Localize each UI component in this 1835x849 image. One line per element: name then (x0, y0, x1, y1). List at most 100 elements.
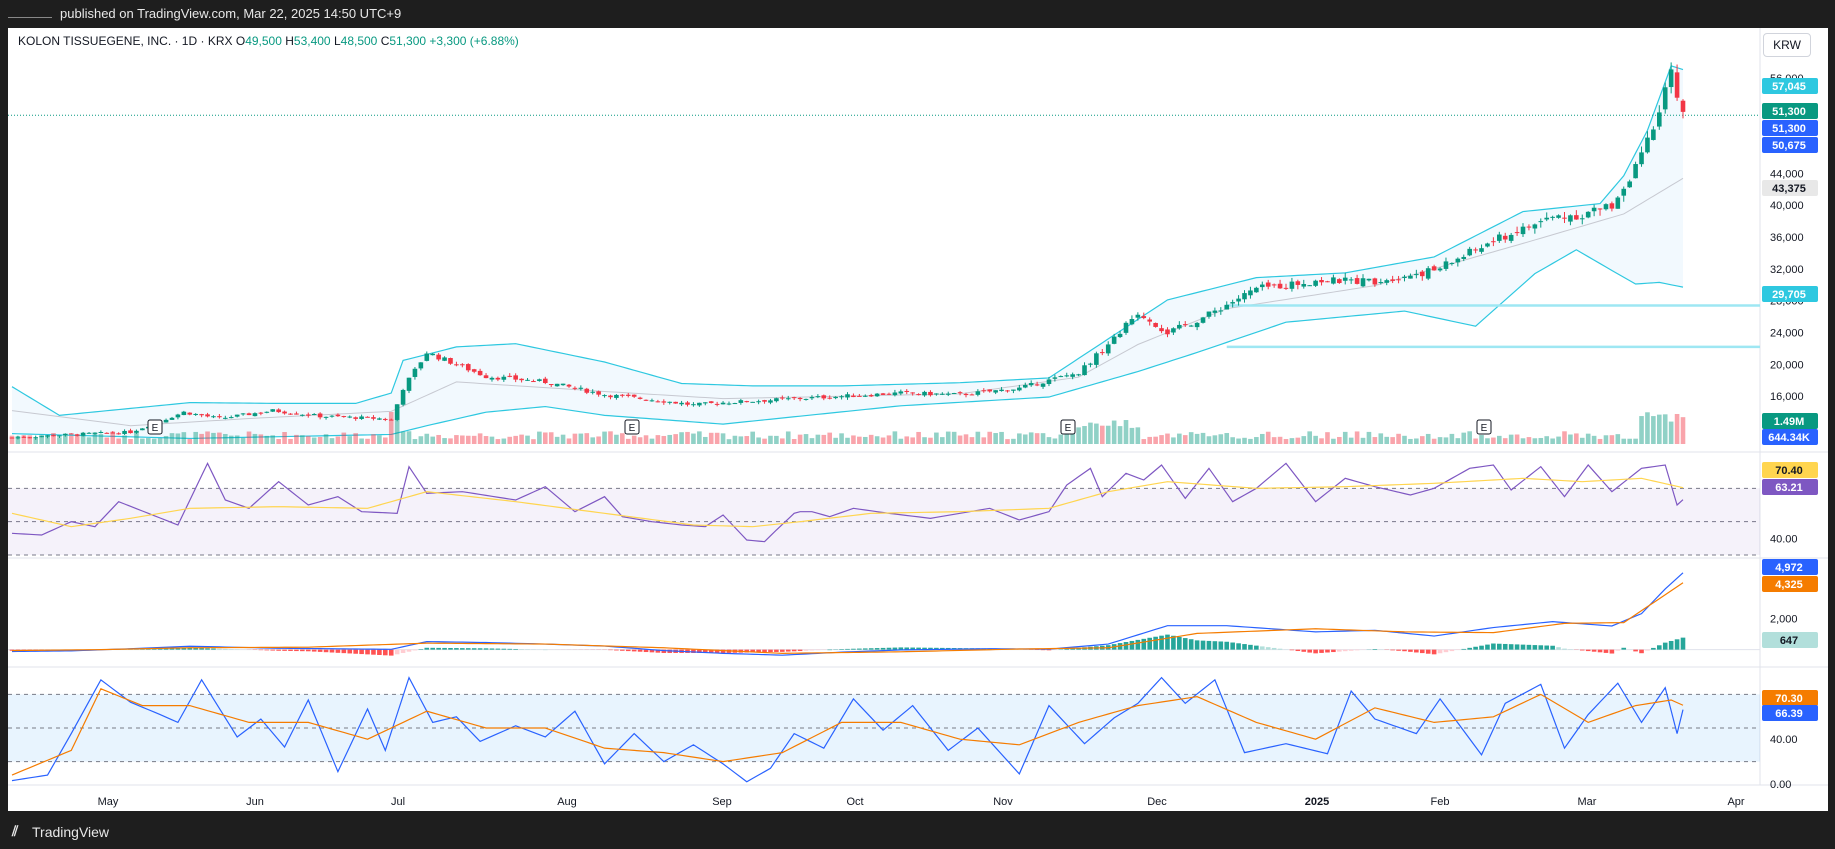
volume-bar (1508, 434, 1514, 444)
signal-label-bg (1762, 576, 1818, 592)
volume-bar (282, 431, 287, 444)
volume-bar (140, 438, 145, 444)
chart-frame[interactable] (8, 28, 1828, 811)
volume-bar (744, 436, 750, 444)
volume-bar (1135, 427, 1141, 444)
macd-histogram-bar (412, 649, 418, 651)
macd-histogram-bar (1348, 649, 1354, 651)
volume-bar (412, 439, 418, 444)
volume-bar (501, 438, 507, 444)
volume-bar (1609, 435, 1615, 444)
volume-bar (697, 431, 702, 444)
candle-body (1473, 249, 1478, 251)
macd-histogram-bar (199, 648, 204, 650)
volume-bar (590, 437, 596, 444)
candle-body (691, 404, 696, 406)
volume-bar (809, 438, 815, 444)
volume-bar (341, 432, 347, 444)
volume-bar (584, 433, 590, 444)
candle-body (27, 437, 33, 439)
time-tick-label: May (98, 796, 119, 808)
macd-histogram-bar (655, 649, 661, 653)
volume-bar (1236, 438, 1241, 444)
volume-bar (1254, 437, 1259, 444)
candle-body (15, 437, 21, 439)
candle-body (92, 432, 98, 434)
macd-histogram-bar (430, 647, 436, 650)
volume-bar (57, 437, 62, 444)
macd-histogram-bar (1425, 649, 1431, 654)
volume-bar (270, 435, 276, 444)
macd-histogram-bar (1242, 644, 1247, 650)
macd-histogram-bar (762, 649, 767, 653)
open-value: 49,500 (245, 34, 282, 48)
currency-button[interactable]: KRW (1763, 33, 1811, 57)
volume-bar (572, 433, 578, 444)
candle-body (762, 400, 767, 402)
macd-histogram-bar (448, 648, 453, 650)
volume-bar (128, 439, 133, 444)
candle-body (969, 394, 975, 396)
macd-line (11, 572, 1684, 656)
volume-bar (116, 438, 121, 444)
volume-bar (969, 437, 975, 444)
candle-body (780, 397, 785, 399)
macd-histogram-bar (406, 649, 412, 652)
macd-histogram-bar (1662, 642, 1668, 650)
stoch-k-line (11, 676, 1684, 783)
candle-body (1550, 216, 1555, 218)
candle-body (252, 413, 258, 417)
candle-body (323, 416, 329, 418)
volume-bar (430, 436, 436, 444)
volume-bar (649, 438, 655, 444)
candle-body (400, 389, 406, 405)
macd-histogram-bar (1591, 649, 1597, 652)
bottom-bar: ⫽ TradingView (0, 815, 1835, 849)
volume-bar (602, 431, 607, 444)
candle-body (460, 364, 465, 366)
volume-bar (548, 432, 554, 444)
volume-bar (679, 432, 684, 444)
candle-body (1502, 235, 1508, 240)
macd-histogram-bar (1437, 649, 1443, 654)
volume-bar (661, 435, 667, 444)
volume-bar (228, 435, 234, 444)
candle-body (1028, 383, 1034, 386)
volume-bar (845, 437, 850, 444)
volume-bar (1627, 438, 1632, 444)
candle-body (424, 353, 430, 361)
candle-body (851, 395, 856, 398)
candle-body (483, 375, 489, 379)
volume-bar (276, 438, 281, 444)
volume-bar (465, 435, 471, 444)
symbol-title[interactable]: KOLON TISSUEGENE, INC. · 1D · KRX (18, 34, 233, 48)
volume-bar (1378, 433, 1384, 444)
brand-name: TradingView (32, 824, 110, 840)
price-tick-label: 16,000 (1770, 391, 1804, 403)
volume-bar (1544, 436, 1550, 444)
candle-body (566, 384, 572, 387)
volume-bar (477, 433, 483, 444)
volume-bar (1117, 426, 1123, 444)
candle-body (655, 401, 661, 403)
volume-bar (880, 437, 886, 444)
volume-bar (454, 435, 459, 444)
candle-body (1301, 284, 1307, 287)
volume-bar (1591, 435, 1597, 444)
stoch-tick-label: 0.00 (1770, 779, 1791, 791)
macd-histogram-bar (1200, 640, 1206, 650)
volume-bar (1396, 433, 1401, 444)
candle-body (1082, 365, 1087, 376)
candle-body (436, 354, 441, 360)
volume-bar (1259, 433, 1265, 444)
volume-bar (365, 438, 370, 444)
volume-bar (1491, 437, 1496, 444)
candle-body (1064, 375, 1070, 377)
volume-bar (957, 435, 963, 444)
volume-bar (620, 433, 625, 444)
candle-body (1633, 164, 1638, 179)
volume-bar (1283, 439, 1289, 444)
candle-body (862, 395, 868, 397)
candle-body (1585, 211, 1591, 218)
